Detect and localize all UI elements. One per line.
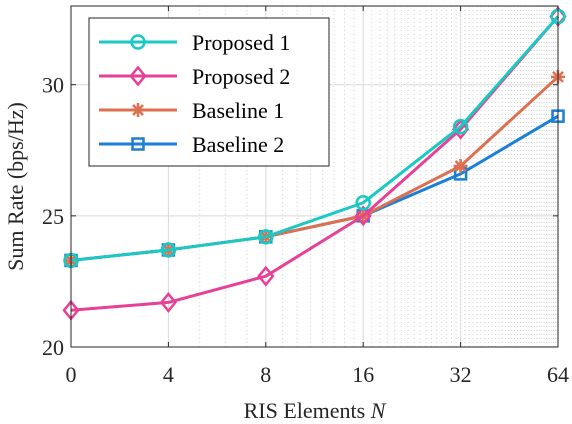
x-tick-label: 4 [163,362,174,387]
y-tick-label: 20 [42,335,64,360]
grid [71,6,558,347]
plot-frame [70,5,559,348]
data-point [159,291,178,313]
x-tick-label: 16 [352,362,374,387]
data-point [354,205,372,227]
x-axis-label-text: RIS Elements [244,398,371,423]
data-point [452,118,469,135]
legend-entry: Baseline 1 [99,98,284,123]
data-point [160,242,177,258]
x-tick-label: 32 [450,362,472,387]
legend-marker [131,137,145,151]
series-line [70,15,560,262]
x-tick-label: 64 [547,362,569,387]
legend-marker [130,34,146,50]
legend-label: Baseline 2 [192,132,284,157]
data-point [355,194,371,211]
data-point [257,265,275,287]
ticks: 0 4 8 16 32 64 20 25 30 [42,6,569,387]
x-tick-label: 0 [66,362,77,387]
y-tick-label: 30 [42,73,64,98]
legend-marker [131,103,145,117]
x-axis-label-variable: N [370,398,387,423]
x-tick-label: 8 [260,362,271,387]
legend-entry: Proposed 1 [99,30,290,55]
legend-label: Proposed 1 [192,30,290,55]
x-axis-label: RIS Elements N [244,398,387,423]
legend-entry: Baseline 2 [99,132,284,157]
data-point [258,229,274,245]
data-point [453,159,468,174]
y-axis-label: Sum Rate (bps/Hz) [3,102,28,271]
data-point [451,118,470,140]
legend: Proposed 1 Proposed 2 Baseline 1 Baseline 2 [88,17,330,167]
legend-label: Proposed 2 [192,64,290,89]
y-tick-label: 25 [42,204,64,229]
legend-marker [129,65,147,87]
legend-label: Baseline 1 [192,98,284,123]
legend-entry: Proposed 2 [99,64,290,89]
